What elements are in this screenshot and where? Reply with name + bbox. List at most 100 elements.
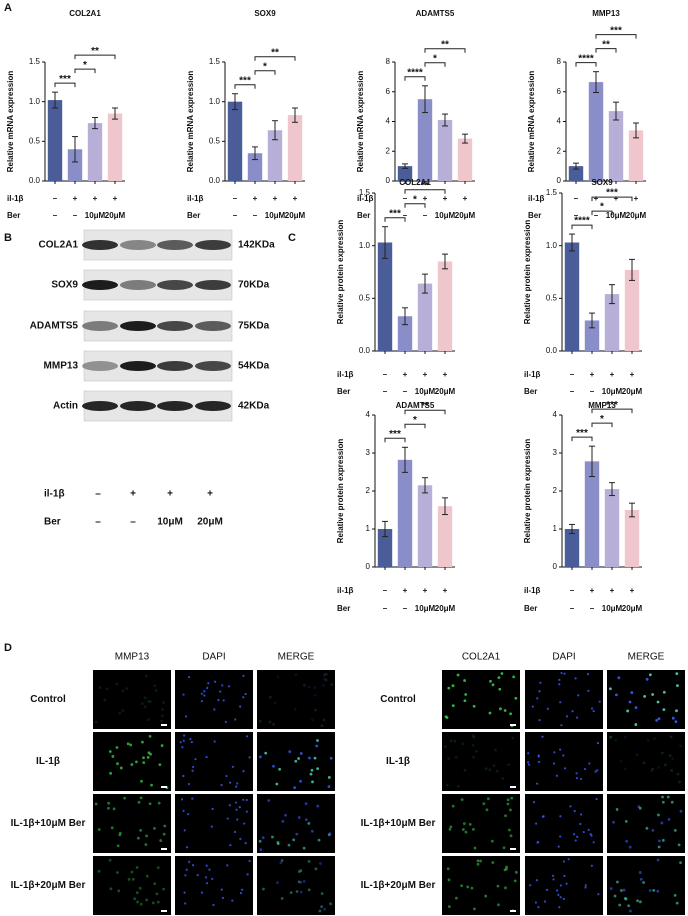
significance-bracket [424,48,466,53]
treatment-value: + [590,586,595,595]
cell [161,708,164,711]
treatment-label: Ber [44,517,61,528]
micrograph [525,732,603,791]
treatment-value: – [570,586,575,595]
cell [489,679,492,683]
cell [617,676,621,680]
cell [536,697,539,700]
cell [200,891,204,894]
band-label: Actin [53,401,78,412]
cell [559,896,562,899]
cell [626,709,630,713]
cell [563,874,566,878]
chart-title: ADAMTS5 [416,9,455,18]
treatment-value: – [383,604,388,613]
significance-label: ** [441,39,449,50]
column-header: COL2A1 [462,652,501,663]
micrograph [525,670,603,729]
cell [494,748,497,752]
significance-bracket [384,217,406,222]
cell [460,884,464,888]
cell [485,808,489,812]
treatment-label: il-1β [357,194,374,203]
cell [656,889,660,893]
cell [558,678,561,681]
cell [135,866,139,869]
cell [213,708,216,711]
cell [555,889,559,892]
cell [293,786,297,790]
treatment-value: – [383,370,388,379]
treatment-label: il-1β [337,586,354,595]
cell [280,859,284,862]
cell [446,867,450,871]
cell [183,829,186,832]
significance-bracket [404,203,426,208]
cell [651,693,655,696]
y-tick-label: 1 [553,524,558,533]
cell [320,892,324,895]
micrograph [175,670,253,729]
cell [579,777,583,781]
band-size: 70KDa [238,280,270,291]
y-tick-label: 3 [366,448,371,457]
significance-label: *** [606,400,618,411]
bar [417,485,433,567]
bar [397,316,413,351]
y-tick-label: 4 [553,410,558,419]
significance-bracket [254,70,276,75]
cell [496,884,500,888]
cell [471,734,475,738]
cell [675,672,679,676]
significance-label: ** [271,47,279,58]
treatment-value: 10μM [85,211,106,220]
cell [294,673,298,677]
cell [275,782,279,786]
cell [657,766,660,770]
cell [584,884,587,887]
cell [679,744,682,748]
cell [584,886,587,889]
cell [161,714,164,718]
cell [454,755,458,759]
cell [473,907,476,911]
cell [206,686,209,690]
cell [661,800,665,804]
chart-title: MMP13 [592,9,620,18]
cell [587,828,590,831]
treatment-label: il-1β [7,194,24,203]
treatment-value: + [253,194,258,203]
cell [582,830,585,834]
cell [491,861,495,864]
micrograph [257,670,335,729]
cell [503,709,507,712]
chart-title: SOX9 [591,178,613,187]
cell [500,672,504,675]
cell [322,677,326,681]
cell [297,870,301,874]
treatment-value: + [443,586,448,595]
y-axis-label: Relative mRNA expression [186,71,195,173]
cell [661,838,665,842]
cell [609,687,612,691]
treatment-value: + [113,194,118,203]
cell [145,834,148,838]
cell [217,698,220,702]
treatment-value: – [403,194,408,203]
cell [144,843,148,846]
cell [569,805,572,808]
cell [565,882,568,885]
panel-label: B [4,232,12,244]
cell [670,800,674,804]
y-tick-label: 2 [366,486,371,495]
treatment-value: + [167,489,173,500]
cell [233,830,237,834]
micrograph [175,794,253,853]
cell [534,901,538,904]
bar [247,153,263,181]
cell [449,739,453,743]
cell [490,839,494,843]
cell [118,711,122,715]
cell [543,900,547,903]
cell [648,673,652,677]
